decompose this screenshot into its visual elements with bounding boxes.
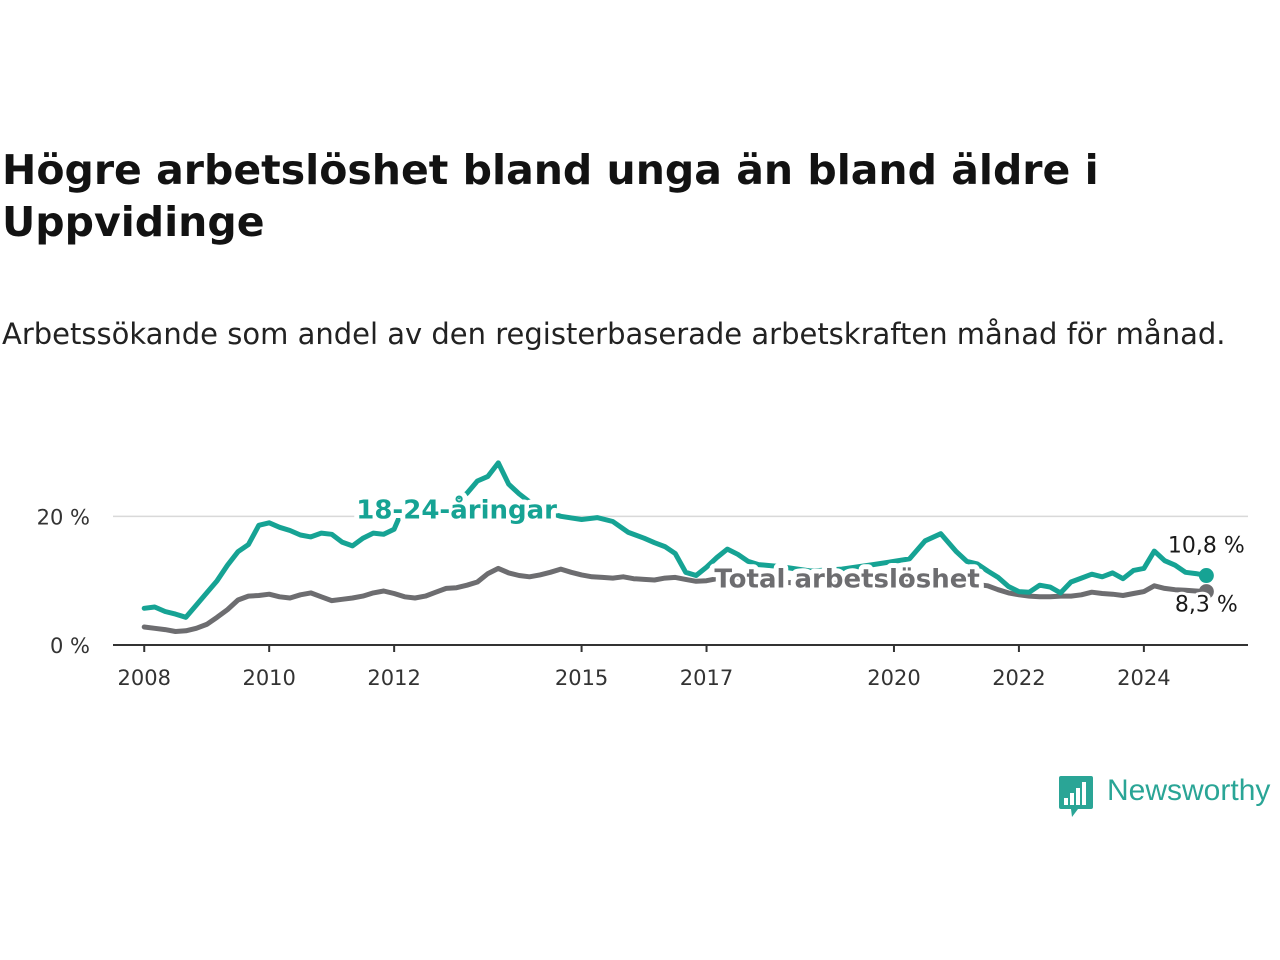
series-label-youth-halo: 18-24-åringar — [356, 493, 557, 525]
end-marker-total — [1198, 584, 1214, 600]
series-line-youth — [141, 460, 1209, 620]
x-tick-label: 2015 — [555, 666, 608, 690]
bar-chart-speech-bubble-icon — [1059, 776, 1093, 817]
end-value-label-youth: 10,8 % — [1168, 533, 1245, 558]
x-tick-label: 2024 — [1117, 666, 1170, 690]
x-tick-label: 2020 — [867, 666, 920, 690]
series-label-total: Total arbetslöshet — [714, 565, 979, 595]
brand-logo: Newsworthy — [1058, 772, 1280, 820]
chart-subtitle: Arbetssökande som andel av den registerb… — [2, 317, 1226, 351]
y-tick-label: 20 % — [37, 505, 90, 529]
chart-title: Högre arbetslöshet bland unga än bland ä… — [2, 146, 1099, 246]
series-line-total — [141, 565, 1209, 634]
series-label-total-halo: Total arbetslöshet — [714, 565, 979, 595]
brand-name: Newsworthy — [1107, 774, 1271, 807]
series-label-youth: 18-24-åringar — [356, 493, 557, 525]
x-tick-label: 2012 — [367, 666, 420, 690]
x-tick-label: 2008 — [118, 666, 171, 690]
y-tick-label: 0 % — [50, 634, 90, 658]
end-value-label-halo: 8,3 % — [1175, 593, 1238, 618]
x-tick-label: 2010 — [242, 666, 295, 690]
end-value-label-total: 8,3 % — [1175, 593, 1238, 618]
x-tick-label: 2022 — [992, 666, 1045, 690]
line-chart: 0 % 20 % 2008 2010 2012 2015 2017 2020 2022 2024 1… — [37, 460, 1248, 690]
x-tick-label: 2017 — [680, 666, 733, 690]
end-value-label-halo: 10,8 % — [1168, 533, 1245, 558]
end-marker-youth — [1198, 568, 1214, 584]
